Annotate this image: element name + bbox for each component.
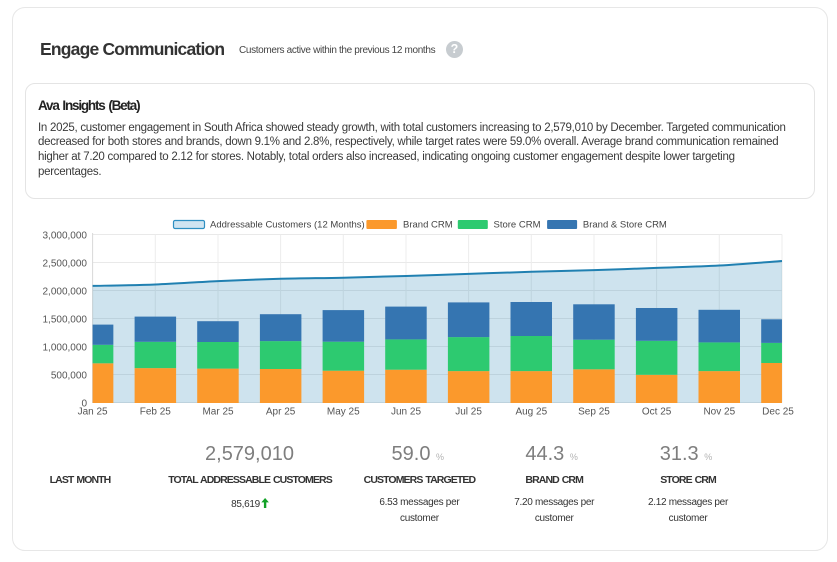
svg-text:Brand CRM: Brand CRM (403, 220, 453, 231)
svg-text:Mar 25: Mar 25 (202, 407, 234, 418)
svg-text:Feb 25: Feb 25 (140, 407, 172, 418)
svg-text:Jan 25: Jan 25 (78, 407, 108, 418)
svg-text:Brand & Store CRM: Brand & Store CRM (583, 220, 667, 231)
svg-text:Jun 25: Jun 25 (391, 407, 421, 418)
svg-text:2,500,000: 2,500,000 (43, 259, 88, 270)
svg-text:3,000,000: 3,000,000 (43, 231, 88, 242)
svg-text:2,000,000: 2,000,000 (43, 287, 88, 298)
svg-text:Aug 25: Aug 25 (515, 407, 547, 418)
svg-text:Store CRM: Store CRM (494, 220, 541, 231)
svg-text:Dec 25: Dec 25 (762, 407, 794, 418)
svg-text:Nov 25: Nov 25 (703, 407, 735, 418)
svg-text:May 25: May 25 (327, 407, 360, 418)
svg-text:Sep 25: Sep 25 (578, 407, 610, 418)
svg-text:500,000: 500,000 (51, 371, 88, 382)
svg-text:1,000,000: 1,000,000 (43, 343, 88, 354)
svg-text:1,500,000: 1,500,000 (43, 315, 88, 326)
svg-text:Jul 25: Jul 25 (455, 407, 482, 418)
svg-text:Addressable Customers (12 Mont: Addressable Customers (12 Months) (210, 220, 365, 231)
svg-text:Apr 25: Apr 25 (266, 407, 296, 418)
svg-text:Oct 25: Oct 25 (642, 407, 672, 418)
svg-text:0: 0 (81, 399, 87, 410)
